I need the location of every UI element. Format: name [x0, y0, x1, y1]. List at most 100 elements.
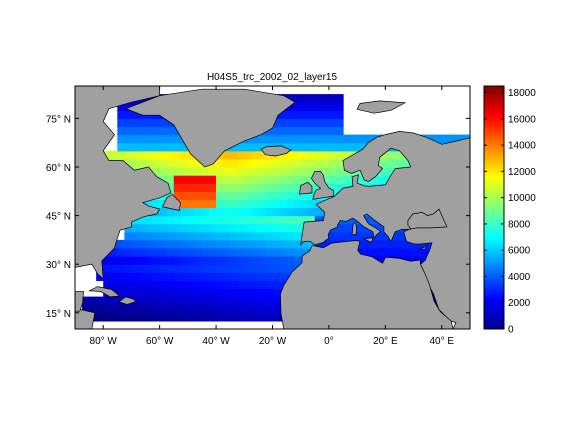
concentration-cell [364, 239, 372, 249]
concentration-cell [272, 207, 281, 217]
concentration-cell [159, 312, 168, 322]
concentration-cell [279, 272, 288, 281]
concentration-cell [110, 304, 118, 314]
concentration-cell [286, 94, 295, 103]
concentration-cell [209, 304, 217, 314]
concentration-cell [194, 288, 203, 298]
concentration-cell [145, 239, 154, 249]
concentration-cell [237, 248, 245, 257]
concentration-cell [230, 142, 238, 152]
concentration-cell [392, 150, 401, 160]
concentration-cell [265, 231, 274, 241]
concentration-cell [180, 215, 189, 225]
concentration-cell [216, 223, 224, 233]
concentration-cell [237, 288, 245, 298]
concentration-cell [258, 239, 267, 249]
concentration-cell [300, 134, 309, 144]
x-tick-label: 40° E [429, 336, 454, 347]
concentration-cell [378, 239, 386, 249]
concentration-cell [364, 134, 372, 144]
concentration-cell [117, 264, 125, 273]
concentration-cell [230, 312, 238, 322]
concentration-cell [265, 207, 274, 217]
concentration-cell [194, 280, 203, 290]
concentration-cell [279, 215, 288, 225]
concentration-cell [230, 191, 238, 200]
land-iceland [260, 145, 292, 157]
concentration-cell [237, 183, 245, 192]
concentration-cell [152, 167, 161, 176]
concentration-cell [138, 231, 147, 241]
concentration-cell [258, 175, 267, 184]
concentration-cell [187, 183, 196, 192]
concentration-cell [237, 239, 245, 249]
concentration-cell [187, 215, 196, 225]
concentration-cell [328, 126, 337, 136]
concentration-cell [201, 312, 210, 322]
concentration-cell [279, 110, 288, 119]
land-newfoundland [161, 194, 181, 211]
concentration-cell [187, 264, 196, 273]
concentration-cell [124, 312, 133, 322]
concentration-cell [152, 264, 161, 273]
concentration-cell [293, 118, 302, 128]
concentration-cell [258, 183, 267, 192]
concentration-cell [286, 142, 295, 152]
concentration-cell [110, 248, 118, 257]
concentration-cell [237, 264, 245, 273]
concentration-cell [131, 312, 140, 322]
concentration-cell [138, 312, 147, 322]
concentration-cell [230, 150, 238, 160]
concentration-cell [173, 248, 182, 257]
concentration-cell [131, 158, 140, 168]
concentration-cell [272, 256, 281, 265]
land-great-britain [310, 170, 335, 200]
concentration-cell [194, 158, 203, 168]
concentration-cell [335, 126, 344, 136]
concentration-cell [173, 256, 182, 265]
concentration-cell [194, 312, 203, 322]
concentration-cell [159, 199, 168, 209]
concentration-cell [159, 167, 168, 176]
concentration-cell [131, 126, 140, 136]
colorbar-tick-label: 2000 [508, 298, 531, 309]
concentration-cell [279, 256, 288, 265]
concentration-cell [272, 118, 281, 128]
concentration-cell [166, 296, 175, 306]
x-tick-label: 40° W [202, 336, 230, 347]
concentration-cell [244, 272, 252, 281]
concentration-cell [124, 158, 133, 168]
concentration-cell [244, 312, 252, 322]
concentration-cell [194, 304, 203, 314]
concentration-cell [194, 215, 203, 225]
concentration-cell [166, 280, 175, 290]
concentration-cell [194, 256, 203, 265]
concentration-cell [201, 199, 210, 209]
concentration-cell [237, 223, 245, 233]
concentration-cell [187, 207, 196, 217]
concentration-cell [244, 150, 252, 160]
concentration-cell [258, 150, 267, 160]
concentration-cell [237, 304, 245, 314]
concentration-cell [89, 296, 97, 306]
concentration-cell [138, 288, 147, 298]
concentration-cell [371, 175, 379, 184]
concentration-cell [258, 158, 267, 168]
concentration-cell [321, 94, 330, 103]
concentration-cell [187, 199, 196, 209]
concentration-cell [159, 175, 168, 184]
concentration-cell [300, 142, 309, 152]
concentration-cell [201, 223, 210, 233]
concentration-cell [110, 264, 118, 273]
concentration-cell [209, 288, 217, 298]
concentration-cell [152, 248, 161, 257]
concentration-cell [237, 175, 245, 184]
x-tick-label: 60° W [146, 336, 174, 347]
concentration-cell [145, 126, 154, 136]
concentration-cell [209, 256, 217, 265]
concentration-cell [279, 239, 288, 249]
concentration-cell [223, 264, 231, 273]
concentration-cell [378, 256, 386, 265]
concentration-cell [399, 239, 408, 249]
concentration-cell [279, 126, 288, 136]
